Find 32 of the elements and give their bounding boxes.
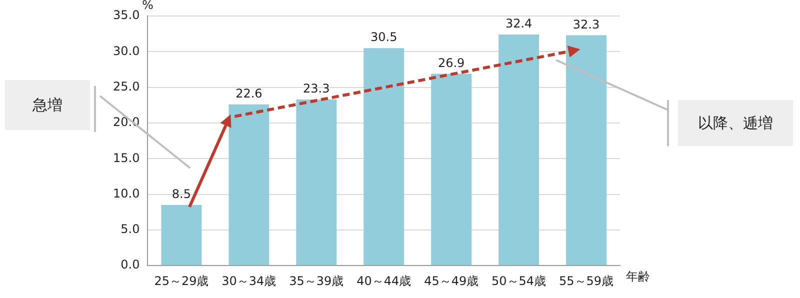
y-tick-label: 25.0 (113, 79, 140, 94)
data-label: 32.3 (572, 17, 600, 32)
bar (161, 204, 202, 266)
x-tick-label: 25～29歳 (154, 274, 209, 288)
bar (228, 104, 270, 266)
bar (364, 48, 404, 266)
x-axis-title: 年齢 (626, 270, 650, 284)
bar (498, 34, 540, 266)
y-tick-label: 10.0 (113, 186, 140, 200)
y-tick-label: 5.0 (120, 222, 140, 236)
x-tick-label: 50～54歳 (492, 274, 546, 288)
x-tick-label: 55～59歳 (558, 274, 614, 288)
text: 以降、逓増 (678, 100, 793, 146)
data-label: 26.9 (438, 56, 465, 70)
y-tick-label: 15.0 (113, 150, 140, 165)
data-label: 23.3 (303, 82, 330, 96)
y-tick-label: 30.0 (113, 44, 140, 58)
data-label: 22.6 (236, 86, 262, 101)
y-tick-label: 0.0 (120, 258, 140, 272)
x-tick-label: 30～34歳 (222, 274, 276, 288)
bar (566, 35, 607, 266)
bar (431, 74, 472, 266)
text: 急増 (5, 80, 90, 130)
x-tick-label: 35～39歳 (289, 274, 344, 288)
y-tick-label: 35.0 (113, 8, 140, 22)
data-label: 30.5 (370, 30, 398, 44)
y-axis-title: % (142, 0, 154, 12)
data-label: 8.5 (172, 187, 191, 202)
x-tick-label: 45～49歳 (424, 274, 479, 288)
data-label: 32.4 (505, 16, 532, 31)
x-tick-label: 40～44歳 (356, 274, 412, 288)
bar (296, 99, 337, 266)
